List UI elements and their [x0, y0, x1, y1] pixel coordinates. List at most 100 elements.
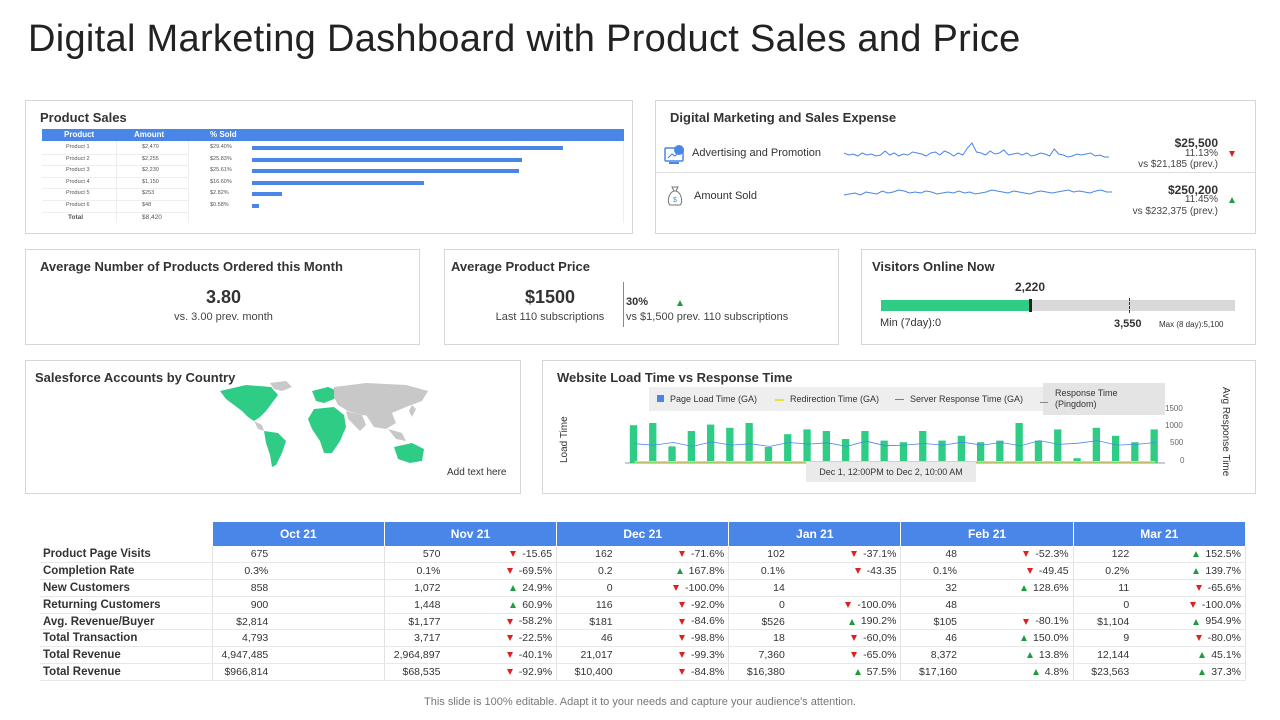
metric-value: $105 [900, 613, 962, 631]
metric-change: -49.45 [961, 562, 1074, 581]
load-time-bar [707, 424, 715, 463]
expense-value-advertising: $25,500 [1174, 136, 1218, 150]
avg-price-sub: Last 110 subscriptions [495, 311, 605, 323]
trend-up-icon [848, 618, 855, 625]
change-text: 60.9% [522, 598, 553, 611]
change-text: 954.9% [1205, 615, 1241, 628]
expense-label-advertising: Advertising and Promotion [692, 147, 822, 159]
table-body: Product Page Visits 675 570 -15.65 162 -71.6%… [40, 546, 1247, 681]
svg-text:$: $ [673, 197, 677, 204]
load-time-bar [745, 423, 753, 463]
metric-change: -99.3% [616, 646, 730, 665]
table-row: Product Page Visits 675 570 -15.65 162 -71.6%… [40, 546, 1247, 564]
table-row: New Customers 858 1,072 24.9% 0 -100.0% 14 32 12… [40, 579, 1247, 597]
product-name: Product 5 [66, 190, 90, 197]
metric-value: 3,717 [384, 629, 445, 648]
change-text: 57.5% [866, 665, 897, 678]
change-text: 45.1% [1211, 649, 1241, 662]
metric-value: $10,400 [556, 663, 617, 681]
load-time-bar [687, 431, 695, 463]
table-row: Avg. Revenue/Buyer $2,814 $1,177 -58.2% $181… [40, 613, 1247, 631]
expense-pct-amount-sold: 11.45% [1184, 194, 1218, 205]
trend-down-icon [1229, 151, 1235, 157]
trend-down-icon [506, 635, 513, 642]
metric-value: $1,104 [1073, 613, 1134, 631]
metric-change: 37.3% [1133, 663, 1247, 681]
trend-down-icon [1195, 585, 1202, 592]
change-text: -43.35 [866, 565, 897, 578]
legend-item-pingdom [1043, 383, 1165, 415]
product-amount: $2,255 [142, 155, 159, 162]
visitors-current: 2,220 [1014, 280, 1046, 294]
metric-value: 0 [1073, 596, 1134, 614]
change-text: -99.3% [690, 649, 725, 662]
metric-value: 8,372 [900, 646, 962, 665]
metric-value: 9 [1073, 629, 1134, 648]
trend-down-icon [678, 601, 685, 608]
change-text: 139.7% [1205, 565, 1241, 578]
sparkline-amount-sold [844, 189, 1112, 196]
table-header: Oct 21 Nov 21 Dec 21 Jan 21 Feb 21 Mar 21 [40, 522, 1247, 546]
load-time-chart [625, 423, 1165, 464]
legend-swatch [657, 395, 664, 402]
change-text: 4.8% [1044, 665, 1069, 678]
visitors-fill [881, 300, 1030, 311]
product-name: Product 1 [66, 144, 90, 150]
change-text: -22.5% [518, 632, 553, 645]
metric-value: 0.3% [212, 562, 273, 581]
load-time-bar [822, 431, 830, 463]
change-text: -80.1% [1035, 615, 1069, 628]
avg-price-compare: vs $1,500 prev. 110 subscriptions [626, 311, 789, 323]
money-bag-icon: $ [667, 186, 683, 206]
metric-value: $17,160 [900, 663, 962, 681]
row-label: Total Transaction [40, 629, 213, 648]
change-text: 24.9% [522, 581, 553, 594]
change-text: 150.0% [1033, 632, 1069, 645]
change-text: 190.2% [860, 615, 897, 628]
metric-change: -80.0% [1133, 629, 1247, 648]
change-text: -49.45 [1038, 565, 1069, 578]
change-text: -100.0% [1201, 598, 1241, 611]
panel-title: Website Load Time vs Response Time [557, 370, 793, 385]
visitors-min: Min (7day):0 [880, 317, 942, 329]
product-sales-header: Product Amount % Sold [42, 129, 624, 141]
change-text: -100.0% [857, 598, 897, 611]
change-text: -98.8% [690, 632, 725, 645]
trend-up-icon [510, 601, 517, 608]
metric-change: -37.1% [788, 546, 902, 564]
row-label: Completion Rate [40, 562, 213, 581]
metric-change [272, 663, 385, 681]
trend-down-icon [673, 585, 680, 592]
metric-change: -69.5% [444, 562, 558, 581]
change-text: 37.3% [1211, 665, 1241, 678]
legend-item-page-load: Page Load Time (GA) [657, 394, 757, 404]
panel-title: Average Product Price [451, 259, 590, 274]
load-time-bar [1150, 429, 1158, 463]
metric-change: -84.6% [616, 613, 730, 631]
metric-change: -84.8% [616, 663, 730, 681]
product-pct: $16.60% [210, 178, 232, 185]
avg-price-pct: 30% [626, 296, 649, 308]
metric-value: 7,360 [728, 646, 789, 665]
load-time-bar [649, 423, 657, 463]
metric-change [272, 546, 385, 564]
row-divider [42, 176, 188, 178]
y-right-tick: 0 [1180, 456, 1185, 465]
metric-value: 102 [728, 546, 789, 564]
change-text: -58.2% [518, 615, 553, 628]
row-divider [42, 153, 188, 155]
avg-products-sub: vs. 3.00 prev. month [174, 311, 273, 323]
trend-down-icon [851, 635, 858, 642]
trend-up-icon [854, 669, 861, 676]
metric-value: 0.1% [900, 562, 962, 581]
column-divider [188, 141, 189, 223]
change-text: -15.65 [522, 548, 553, 561]
metric-change [272, 629, 385, 648]
load-time-bar [842, 439, 850, 463]
month-header: Oct 21 [212, 522, 385, 546]
website-panel: Website Load Time vs Response Time Page … [542, 360, 1256, 494]
load-time-bar [726, 427, 734, 463]
trend-down-icon [678, 551, 685, 558]
metric-change [272, 596, 385, 614]
metric-change [272, 613, 385, 631]
